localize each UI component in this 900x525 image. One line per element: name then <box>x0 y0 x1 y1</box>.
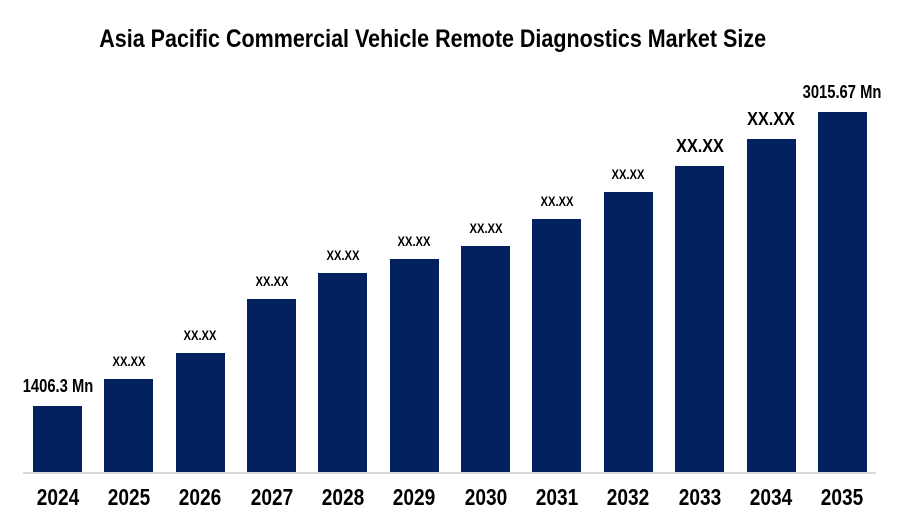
bar-value-label-2030: XX.XX <box>469 220 503 236</box>
bar-value-label-2032: XX.XX <box>611 166 645 182</box>
x-axis-tick-2029: 2029 <box>392 484 436 510</box>
x-axis-line <box>23 472 876 474</box>
bar-value-label-2027: XX.XX <box>255 273 288 289</box>
bar-value-label-2033: XX.XX <box>675 136 724 156</box>
bar-2033 <box>675 166 725 472</box>
bar-2031 <box>532 219 582 472</box>
x-axis-tick-2031: 2031 <box>535 484 579 510</box>
x-axis-tick-2035: 2035 <box>821 484 864 510</box>
bar-2029 <box>389 259 439 472</box>
chart-title: Asia Pacific Commercial Vehicle Remote D… <box>0 25 866 54</box>
bar-2024 <box>33 406 82 472</box>
bar-value-label-2026: XX.XX <box>183 327 217 343</box>
x-axis-tick-2027: 2027 <box>250 484 293 510</box>
chart-title-text: Asia Pacific Commercial Vehicle Remote D… <box>99 25 767 53</box>
x-axis-tick-2034: 2034 <box>749 484 793 510</box>
x-axis-tick-2024: 2024 <box>36 484 79 510</box>
x-axis-tick-2033: 2033 <box>678 484 721 510</box>
bar-value-label-2028: XX.XX <box>326 247 360 263</box>
bar-value-label-2031: XX.XX <box>540 193 574 209</box>
x-axis-tick-2030: 2030 <box>464 484 507 510</box>
bar-value-label-2034: XX.XX <box>747 109 795 129</box>
bar-value-label-2029: XX.XX <box>397 233 431 249</box>
bar-value-label-2024: 1406.3 Mn <box>22 376 93 396</box>
x-axis-tick-2026: 2026 <box>178 484 222 510</box>
bar-2026 <box>175 353 225 472</box>
bar-2034 <box>746 139 796 472</box>
bar-2028 <box>318 273 368 472</box>
bar-2027 <box>247 299 296 472</box>
bar-2035 <box>817 112 867 472</box>
bar-2032 <box>603 192 653 472</box>
bar-value-label-2035: 3015.67 Mn <box>802 82 882 102</box>
x-axis-tick-2032: 2032 <box>607 484 650 510</box>
x-axis-tick-2028: 2028 <box>321 484 365 510</box>
bar-value-label-2025: XX.XX <box>112 353 146 369</box>
bar-2025 <box>104 379 154 472</box>
bar-2030 <box>461 246 511 472</box>
x-axis-tick-2025: 2025 <box>107 484 151 510</box>
